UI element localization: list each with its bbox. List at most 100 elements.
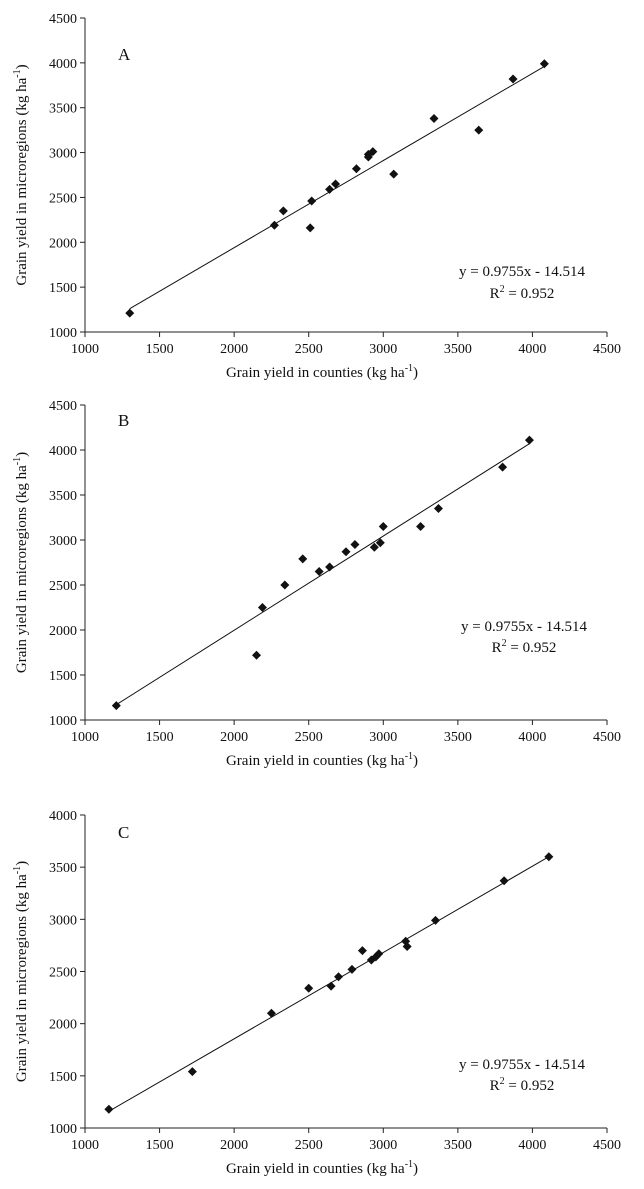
y-tick-label: 4500: [49, 12, 77, 27]
x-tick-label: 2000: [220, 1138, 248, 1153]
y-tick-label: 4500: [49, 399, 77, 414]
panel-letter: A: [118, 45, 131, 64]
x-tick-label: 1500: [146, 730, 174, 745]
y-tick-label: 2500: [49, 579, 77, 594]
data-point: [363, 152, 373, 162]
y-axis-label-text: Grain yield in microregions (kg ha: [14, 465, 30, 673]
x-tick-label: 3500: [444, 1138, 472, 1153]
x-axis-label-close: ): [413, 365, 418, 381]
x-axis-label-text: Grain yield in counties (kg ha: [226, 753, 405, 769]
data-point: [331, 179, 341, 189]
x-tick-label: 2000: [220, 730, 248, 745]
regression-equation: y = 0.9755x - 14.514: [459, 1057, 585, 1073]
data-point: [252, 650, 262, 660]
y-axis-label: Grain yield in microregions (kg ha-1): [12, 861, 30, 1082]
x-tick-label: 2500: [295, 1138, 323, 1153]
y-tick-label: 1000: [49, 326, 77, 341]
x-axis-label-sup: -1: [405, 1159, 413, 1170]
data-point: [389, 169, 399, 179]
x-tick-label: 4000: [518, 342, 546, 357]
y-axis-label-close: ): [14, 64, 30, 69]
y-tick-label: 3000: [49, 913, 77, 928]
y-axis-label: Grain yield in microregions (kg ha-1): [12, 64, 30, 285]
data-point: [325, 184, 335, 194]
x-tick-label: 4500: [593, 342, 621, 357]
data-point: [347, 964, 357, 974]
x-tick-label: 3500: [444, 342, 472, 357]
x-tick-label: 3000: [369, 342, 397, 357]
data-point: [416, 522, 426, 531]
regression-equation: y = 0.9755x - 14.514: [459, 264, 585, 280]
data-point: [269, 220, 279, 230]
panel-letter: C: [118, 823, 129, 842]
data-point: [374, 949, 384, 959]
x-axis-label: Grain yield in counties (kg ha-1): [226, 1159, 418, 1177]
panel-c: 1000 1500 2000 2500 3000 3500 4000 4500 1000 1500…: [12, 809, 621, 1177]
x-tick-label: 3000: [369, 730, 397, 745]
data-point: [350, 540, 360, 549]
data-point: [280, 580, 290, 590]
x-tick-label: 1000: [71, 342, 99, 357]
x-tick-label: 4500: [593, 730, 621, 745]
data-point: [508, 74, 518, 84]
y-tick-label: 1000: [49, 714, 77, 729]
x-axis-label-text: Grain yield in counties (kg ha: [226, 1161, 405, 1177]
r-squared-value: = 0.952: [507, 640, 557, 656]
r-squared-prefix: R: [490, 1078, 500, 1094]
panel-a: 1000 1500 2000 2500 3000 3500 4000 4500 1000 1500…: [12, 12, 621, 381]
data-point: [266, 1008, 276, 1018]
y-tick-label: 4000: [49, 444, 77, 459]
r-squared-sup: 2: [500, 1076, 505, 1087]
x-axis-label-sup: -1: [405, 751, 413, 762]
data-point: [369, 542, 379, 552]
x-tick-label: 3000: [369, 1138, 397, 1153]
data-point: [474, 125, 484, 135]
data-point: [375, 538, 385, 548]
x-axis-label-close: ): [413, 753, 418, 769]
data-point: [351, 164, 361, 174]
panel-b: 1000 1500 2000 2500 3000 3500 4000 4500 1000 1500…: [12, 399, 621, 769]
x-tick-label: 2500: [295, 730, 323, 745]
r-squared-sup: 2: [502, 638, 507, 649]
x-axis-label: Grain yield in counties (kg ha-1): [226, 363, 418, 381]
y-tick-label: 1500: [49, 281, 77, 296]
r-squared-value: = 0.952: [505, 286, 555, 302]
data-point: [498, 462, 508, 472]
y-axis-label-sup: -1: [12, 457, 23, 465]
y-tick-label: 4000: [49, 57, 77, 72]
y-tick-label: 2000: [49, 236, 77, 251]
x-tick-label: 1500: [146, 342, 174, 357]
r-squared: R2 = 0.952: [492, 638, 557, 656]
x-tick-label: 2000: [220, 342, 248, 357]
data-point: [325, 562, 335, 572]
data-point: [499, 876, 509, 886]
regression-equation: y = 0.9755x - 14.514: [461, 619, 587, 635]
trendline: [116, 443, 530, 706]
y-tick-label: 1500: [49, 1070, 77, 1085]
r-squared: R2 = 0.952: [490, 1076, 555, 1094]
r-squared-sup: 2: [500, 284, 505, 295]
x-tick-label: 3500: [444, 730, 472, 745]
panel-letter: B: [118, 411, 129, 430]
data-point: [357, 946, 367, 956]
data-point: [307, 196, 317, 206]
x-tick-label: 2500: [295, 342, 323, 357]
data-point: [368, 147, 378, 157]
data-point: [341, 547, 351, 557]
data-point: [433, 504, 443, 513]
data-point: [326, 981, 336, 991]
y-tick-label: 3000: [49, 534, 77, 549]
y-axis-label-text: Grain yield in microregions (kg ha: [14, 77, 30, 285]
y-axis-label-sup: -1: [12, 866, 23, 874]
y-axis-label-sup: -1: [12, 69, 23, 77]
data-point: [257, 603, 267, 612]
y-tick-label: 2000: [49, 624, 77, 639]
data-point: [104, 1104, 114, 1114]
x-axis-label-sup: -1: [405, 363, 413, 374]
x-tick-label: 4000: [518, 1138, 546, 1153]
y-tick-label: 3500: [49, 489, 77, 504]
y-tick-label: 1500: [49, 669, 77, 684]
data-point: [278, 206, 288, 216]
x-tick-label: 4000: [518, 730, 546, 745]
